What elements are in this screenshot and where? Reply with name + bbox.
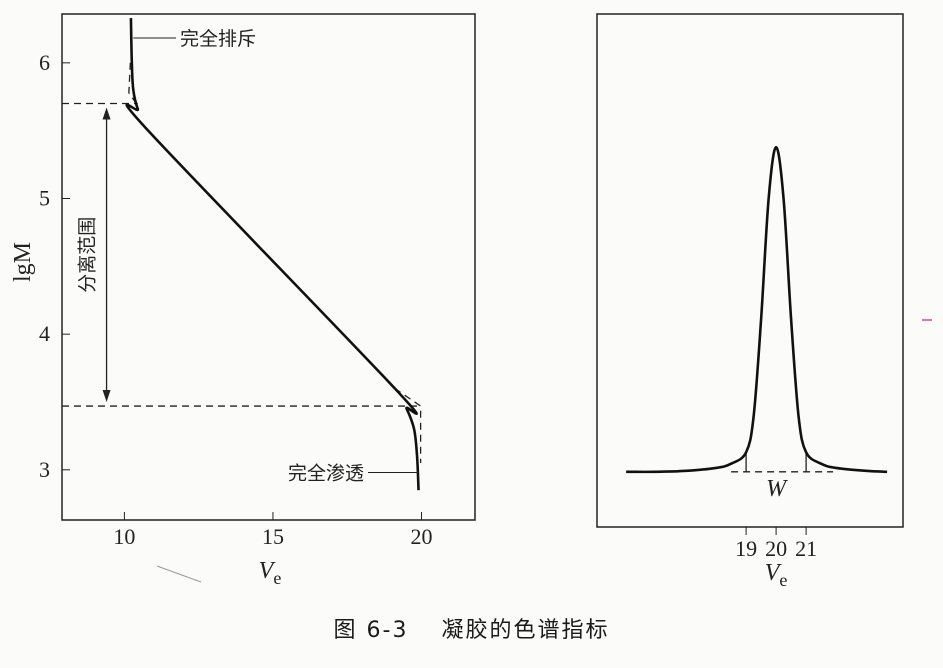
separation-range-label: 分离范围	[76, 217, 98, 293]
total-permeation-label: 完全渗透	[288, 463, 364, 485]
x-tick-label: 20	[765, 536, 787, 561]
peak-width-label: W	[766, 476, 788, 502]
y-tick-label: 3	[39, 457, 50, 482]
arrow-head-up-icon	[102, 107, 111, 120]
x-axis-label: Ve	[259, 558, 282, 588]
x-tick-label: 15	[262, 524, 284, 549]
x-tick-label: 21	[795, 536, 817, 561]
total-exclusion-label: 完全排斥	[180, 28, 256, 50]
plot-frame	[61, 13, 476, 521]
x-axis-label: Ve	[765, 560, 788, 590]
x-tick-label: 20	[411, 524, 433, 549]
elution-peak-curve	[626, 145, 888, 474]
chromatogram-chart: 19 20 21 Ve W	[596, 13, 904, 590]
x-tick-label: 19	[735, 536, 757, 561]
arrow-head-down-icon	[102, 390, 111, 403]
y-tick-label: 6	[39, 50, 50, 75]
y-axis-label: lgM	[10, 242, 36, 282]
figure-caption: 图 6-3 凝胶的色谱指标	[333, 618, 610, 643]
y-tick-label: 5	[39, 185, 50, 210]
y-tick-label: 4	[39, 321, 50, 346]
plot-frame	[596, 13, 904, 528]
scan-mark	[156, 565, 202, 583]
x-tick-label: 10	[113, 524, 135, 549]
calibration-curve	[125, 18, 420, 491]
